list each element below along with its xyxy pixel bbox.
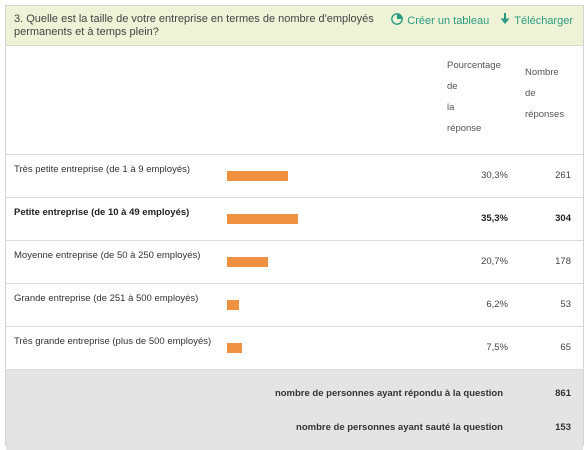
answer-rows: Très petite entreprise (de 1 à 9 employé… — [6, 155, 583, 370]
percentage-bar — [227, 343, 242, 353]
download-button[interactable]: Télécharger — [500, 13, 573, 28]
percentage-bar — [227, 214, 298, 224]
answered-label: nombre de personnes ayant répondu à la q… — [274, 388, 503, 399]
create-table-label: Créer un tableau — [407, 14, 490, 27]
skipped-value: 153 — [555, 422, 571, 433]
answer-row: Moyenne entreprise (de 50 à 250 employés… — [6, 241, 583, 284]
count-header-line: Nombre — [525, 67, 559, 78]
percentage-header-line: réponse — [447, 123, 482, 134]
header-actions: Créer un tableau Télécharger — [383, 13, 573, 28]
count-value: 53 — [560, 299, 571, 310]
skipped-summary-row: nombre de personnes ayant sauté la quest… — [6, 422, 583, 442]
count-header-line: de — [525, 88, 536, 99]
count-value: 65 — [560, 342, 571, 353]
answered-summary-row: nombre de personnes ayant répondu à la q… — [6, 388, 583, 408]
count-value: 261 — [555, 170, 571, 181]
column-headers: Pourcentage de la réponse Nombre de répo… — [6, 46, 583, 155]
percentage-header-line: Pourcentage — [447, 60, 501, 71]
percentage-bar — [227, 257, 269, 267]
count-value: 178 — [555, 256, 571, 267]
summary-section: nombre de personnes ayant répondu à la q… — [6, 370, 583, 450]
answer-label: Grande entreprise (de 251 à 500 employés… — [14, 293, 199, 304]
answer-row: Petite entreprise (de 10 à 49 employés) … — [6, 198, 583, 241]
download-arrow-icon — [500, 13, 514, 28]
answer-row: Très petite entreprise (de 1 à 9 employé… — [6, 155, 583, 198]
answer-row: Grande entreprise (de 251 à 500 employés… — [6, 284, 583, 327]
answer-label: Très grande entreprise (plus de 500 empl… — [14, 336, 212, 347]
answer-label: Moyenne entreprise (de 50 à 250 employés… — [14, 250, 201, 261]
create-table-button[interactable]: Créer un tableau — [391, 13, 489, 28]
percentage-column-header: Pourcentage de la réponse — [447, 55, 517, 139]
answer-label: Petite entreprise (de 10 à 49 employés) — [14, 207, 190, 218]
percentage-value: 30,3% — [481, 170, 508, 181]
pie-chart-icon — [391, 13, 407, 28]
question-header: 3. Quelle est la taille de votre entrepr… — [6, 6, 583, 46]
percentage-header-line: la — [447, 102, 455, 113]
survey-results-panel: 3. Quelle est la taille de votre entrepr… — [5, 5, 584, 450]
skipped-label: nombre de personnes ayant sauté la quest… — [296, 422, 503, 433]
question-title: 3. Quelle est la taille de votre entrepr… — [14, 13, 374, 38]
percentage-value: 6,2% — [486, 299, 508, 310]
answer-row: Très grande entreprise (plus de 500 empl… — [6, 327, 583, 370]
count-header-line: réponses — [525, 109, 565, 120]
percentage-bar — [227, 171, 288, 181]
percentage-header-line: de — [447, 81, 458, 92]
percentage-value: 20,7% — [481, 256, 508, 267]
count-value: 304 — [555, 213, 571, 224]
answered-value: 861 — [555, 388, 571, 399]
percentage-value: 35,3% — [481, 213, 508, 224]
answer-label: Très petite entreprise (de 1 à 9 employé… — [14, 164, 191, 175]
percentage-value: 7,5% — [486, 342, 508, 353]
percentage-bar — [227, 300, 240, 310]
download-label: Télécharger — [514, 14, 573, 27]
count-column-header: Nombre de réponses — [525, 62, 573, 125]
